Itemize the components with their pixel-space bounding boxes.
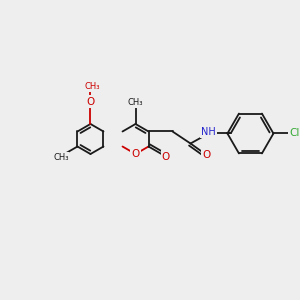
Text: O: O — [162, 152, 170, 161]
Text: CH₃: CH₃ — [128, 98, 143, 107]
Text: O: O — [86, 96, 94, 106]
Text: CH₃: CH₃ — [85, 82, 100, 91]
Text: CH₃: CH₃ — [53, 153, 69, 162]
Text: O: O — [162, 152, 170, 161]
Text: O: O — [86, 97, 94, 107]
Text: CH₃: CH₃ — [85, 82, 100, 91]
Text: O: O — [202, 151, 211, 160]
Text: Cl: Cl — [289, 128, 300, 139]
Text: Cl: Cl — [289, 128, 300, 139]
Text: O: O — [131, 149, 140, 159]
Text: NH: NH — [201, 128, 216, 137]
Text: NH: NH — [201, 128, 216, 137]
Text: O: O — [202, 151, 211, 160]
Text: O: O — [131, 149, 140, 159]
